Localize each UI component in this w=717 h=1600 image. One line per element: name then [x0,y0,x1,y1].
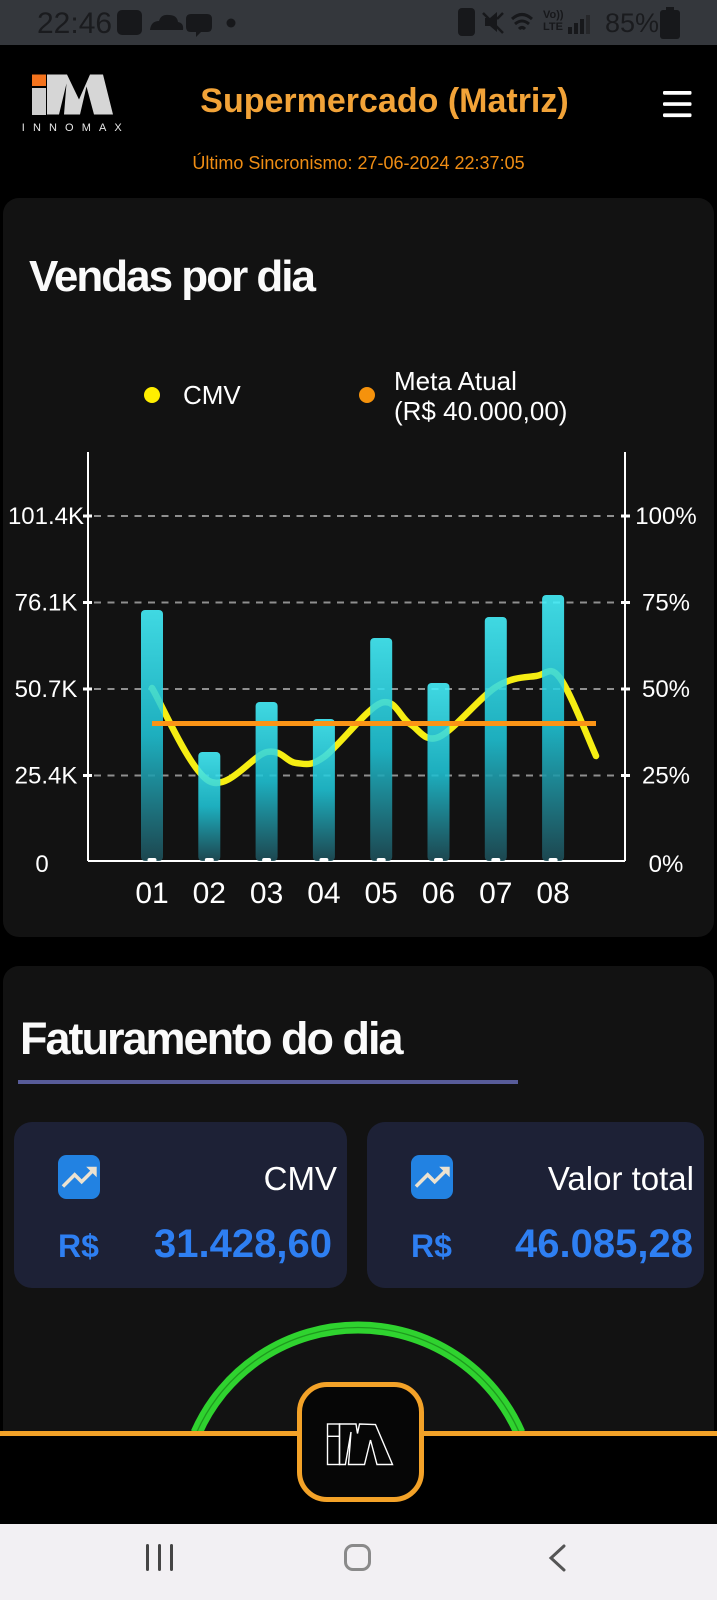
svg-text:50%: 50% [642,676,690,703]
svg-text:04: 04 [307,877,340,910]
svg-text:02: 02 [193,877,226,910]
svg-text:(R$ 40.000,00): (R$ 40.000,00) [394,396,567,426]
svg-text:25.4K: 25.4K [15,763,78,790]
svg-text:Meta Atual: Meta Atual [394,366,517,396]
svg-text:05: 05 [365,877,398,910]
svg-text:75%: 75% [642,590,690,617]
svg-text:101.4K: 101.4K [8,503,84,530]
svg-text:0%: 0% [649,851,684,878]
svg-text:LTE: LTE [543,21,563,33]
svg-text:06: 06 [422,877,455,910]
svg-text:INNOMAX: INNOMAX [22,122,130,134]
svg-text:03: 03 [250,877,283,910]
svg-text:01: 01 [135,877,168,910]
svg-text:08: 08 [536,877,569,910]
svg-text:CMV: CMV [183,380,241,410]
svg-text:0: 0 [35,851,48,878]
svg-text:76.1K: 76.1K [15,590,78,617]
svg-text:25%: 25% [642,763,690,790]
svg-text:Vo)): Vo)) [543,9,564,21]
svg-text:100%: 100% [635,503,696,530]
svg-text:50.7K: 50.7K [15,676,78,703]
svg-text:07: 07 [479,877,512,910]
